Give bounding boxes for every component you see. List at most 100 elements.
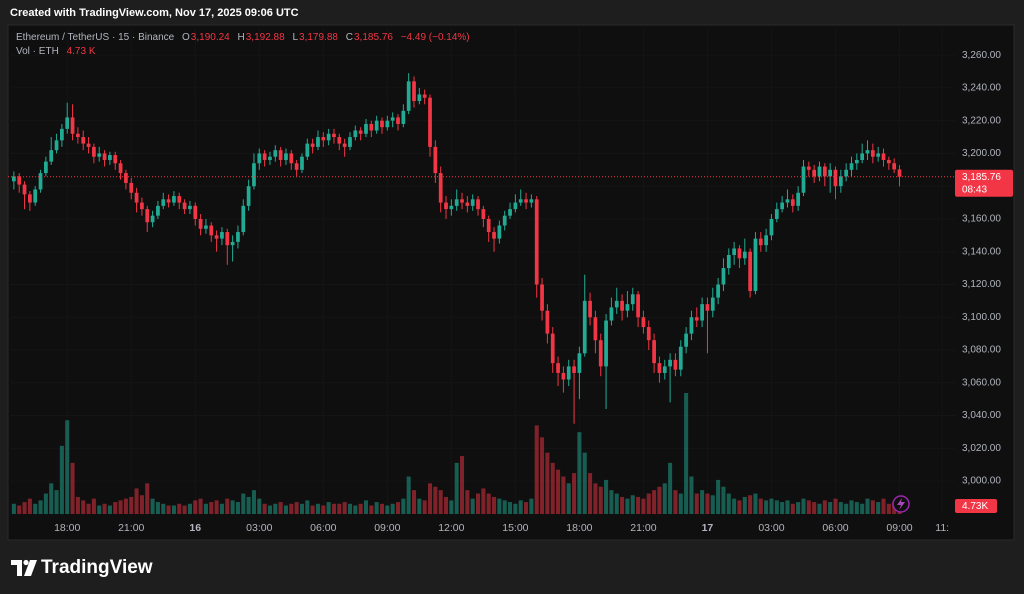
volume-bar — [865, 498, 870, 514]
ohlc-key: H — [237, 32, 245, 43]
volume-bar — [828, 502, 833, 514]
volume-bar — [427, 483, 433, 514]
candle-body — [241, 205, 246, 233]
x-tick-label: 11: — [935, 522, 949, 534]
volume-bar — [598, 486, 603, 514]
ohlc-key: O — [182, 32, 190, 43]
volume-bar — [342, 502, 347, 514]
candle-body — [273, 150, 278, 157]
volume-bar — [486, 493, 491, 514]
x-tick-label: 16 — [189, 522, 201, 534]
volume-bar — [390, 503, 395, 514]
volume-bar — [102, 503, 107, 514]
candle-body — [508, 209, 512, 216]
candle-body — [588, 300, 592, 318]
volume-bar — [806, 500, 811, 514]
candle-body — [230, 241, 235, 246]
volume-bar — [454, 462, 459, 514]
candle-body — [876, 153, 881, 157]
candle-body — [310, 143, 315, 147]
candle-body — [102, 153, 107, 160]
candle-body — [678, 346, 683, 370]
volume-bar — [395, 502, 401, 514]
volume-bar — [315, 503, 321, 514]
volume-bar — [347, 503, 353, 514]
candle-body — [582, 300, 587, 354]
volume-bar — [833, 498, 838, 514]
candle-body — [518, 199, 523, 203]
volume-bars — [11, 393, 902, 514]
candle-body — [257, 153, 262, 164]
volume-bar — [876, 502, 881, 514]
candle-body — [33, 189, 38, 203]
candle-body — [694, 317, 699, 321]
candle-body — [732, 248, 736, 256]
y-tick-label: 3,000.00 — [962, 476, 1001, 487]
volume-bar — [235, 502, 240, 514]
candle-body — [870, 150, 875, 157]
volume-bar — [198, 498, 203, 514]
volume-bar — [417, 498, 422, 514]
candle-body — [236, 232, 240, 242]
candle-body — [134, 192, 139, 203]
candle-body — [550, 333, 555, 364]
candle-body — [406, 81, 411, 111]
volume-bar — [854, 502, 859, 514]
y-tick-label: 3,100.00 — [962, 312, 1001, 323]
candle-body — [705, 304, 710, 311]
x-tick-label: 21:00 — [630, 522, 656, 534]
candle-body — [892, 163, 897, 170]
candle-body — [209, 225, 214, 236]
candle-body — [70, 117, 75, 134]
volume-bar — [652, 490, 657, 514]
volume-bar — [657, 486, 662, 514]
volume-bar — [838, 502, 843, 514]
volume-bar — [27, 498, 32, 514]
volume-bar — [524, 502, 529, 514]
volume-bar — [822, 500, 827, 514]
volume-bar — [604, 479, 609, 514]
candle-body — [284, 153, 288, 160]
volume-bar — [294, 502, 299, 514]
candle-body — [86, 143, 91, 147]
brand-logo — [11, 559, 37, 576]
candle-body — [401, 110, 406, 124]
candle-body — [513, 202, 518, 210]
volume-bar — [492, 496, 497, 514]
volume-bar — [134, 488, 139, 514]
volume-bar — [59, 445, 64, 514]
volume-bar — [694, 493, 699, 514]
axes: 3,000.00 3,020.00 3,040.00 3,060.00 3,080.00… — [54, 50, 1013, 534]
candle-body — [470, 199, 475, 206]
candle-body — [625, 304, 630, 311]
candle-body — [150, 215, 155, 223]
volume-bar — [353, 505, 358, 514]
volume-bar — [358, 503, 363, 514]
candle-body — [444, 202, 448, 210]
candle-body — [172, 196, 176, 203]
candle-body — [214, 235, 219, 239]
candle-body — [140, 202, 144, 210]
volume-bar — [630, 495, 635, 514]
volume-bar — [17, 505, 22, 514]
volume-bar — [187, 503, 192, 514]
candle-body — [721, 268, 726, 285]
volume-bar — [668, 462, 673, 514]
candle-body — [817, 166, 822, 177]
volume-bar — [577, 432, 582, 514]
volume-bar — [369, 505, 374, 514]
candle-body — [166, 199, 171, 203]
candle-body — [636, 294, 640, 318]
candle-body — [358, 130, 363, 134]
candle-body — [652, 340, 656, 364]
volume-bar — [262, 503, 267, 514]
volume-bar — [438, 490, 443, 514]
candle-body — [614, 300, 619, 308]
candle-body — [161, 199, 166, 206]
candle-body — [129, 182, 134, 193]
x-tick-label: 06:00 — [310, 522, 336, 534]
candle-body — [438, 173, 443, 203]
brand-name: TradingView — [41, 557, 153, 578]
candle-body — [316, 137, 320, 147]
